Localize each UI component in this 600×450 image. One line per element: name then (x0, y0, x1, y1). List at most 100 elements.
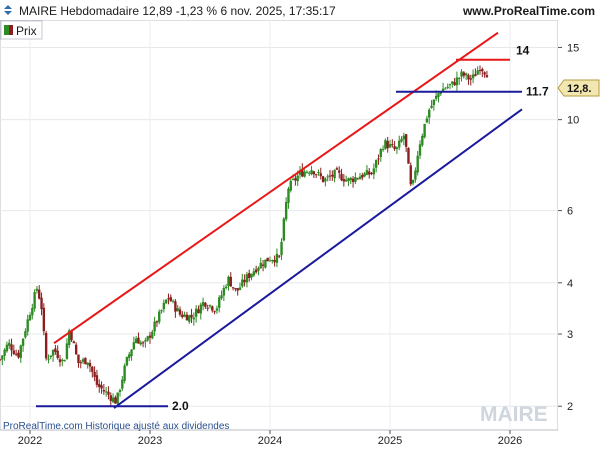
candle-body (451, 81, 454, 84)
candle-body (324, 178, 327, 182)
level-label: 2.0 (172, 399, 189, 413)
candle-body (218, 297, 221, 308)
candle-body (478, 70, 482, 72)
candle-body (301, 169, 304, 177)
candle-body (271, 260, 274, 262)
candlestick-icon (4, 25, 13, 35)
candle-body (139, 342, 142, 345)
candle-body (273, 259, 276, 263)
candle-body (24, 331, 27, 338)
candle-body (453, 82, 456, 86)
candle-body (158, 311, 161, 323)
candle-body (118, 390, 122, 392)
candle-body (344, 179, 348, 182)
candle-body (151, 331, 154, 339)
candle-body (312, 171, 316, 175)
candle-body (47, 358, 50, 360)
candle-body (331, 174, 334, 177)
candle-body (123, 365, 126, 381)
candle-body (134, 338, 138, 344)
candle-body (162, 302, 166, 310)
x-tick-label: 2025 (378, 435, 402, 447)
candle-body (146, 336, 149, 341)
candle-body (395, 147, 399, 150)
candle-body (248, 273, 251, 278)
candle-body (310, 170, 313, 175)
x-axis: 2022 2023 2024 2025 2026 (18, 430, 522, 447)
candle-body (444, 88, 447, 90)
legend-label: Prix (16, 24, 37, 38)
candle-body (231, 287, 235, 289)
channel-line-lower (113, 108, 523, 409)
candle-body (206, 307, 209, 309)
brand-link[interactable]: www.ProRealTime.com (462, 4, 595, 18)
overlays: 14 11.7 2.0 (36, 31, 549, 413)
candle-body (234, 288, 237, 290)
candle-body (398, 140, 401, 148)
candle-body (298, 170, 302, 175)
candle-body (282, 218, 286, 241)
candle-body (351, 178, 355, 182)
candle-body (236, 288, 239, 291)
candle-body (266, 257, 269, 262)
candle-body (70, 330, 73, 341)
y-tick-label: 4 (567, 278, 573, 290)
candle-body (141, 342, 145, 344)
candle-body (356, 178, 359, 180)
collapse-chevron-icon[interactable] (4, 5, 12, 15)
candle-body (199, 304, 202, 314)
candle-body (54, 348, 57, 352)
candle-body (176, 308, 179, 312)
candle-body (241, 279, 244, 287)
candle-body (483, 72, 486, 75)
candle-body (338, 170, 341, 173)
candle-body (462, 72, 466, 76)
candle-body (381, 149, 385, 151)
candle-body (379, 149, 382, 158)
candle-body (335, 168, 339, 170)
candle-body (229, 276, 232, 287)
candle-body (321, 176, 325, 182)
candle-body (144, 340, 147, 342)
candle-body (79, 362, 82, 364)
candle-body (93, 371, 96, 377)
candle-body (264, 259, 267, 268)
candle-body (402, 135, 406, 140)
candle-body (51, 349, 55, 356)
candle-body (485, 75, 489, 78)
candle-body (128, 354, 131, 358)
candle-body (130, 349, 133, 357)
candle-body (284, 202, 288, 220)
candle-body (411, 180, 415, 184)
candle-body (261, 264, 265, 266)
level-label: 14 (516, 44, 530, 58)
candle-body (268, 260, 272, 262)
candle-body (215, 308, 219, 311)
candle-body (31, 307, 34, 316)
candle-body (370, 173, 373, 175)
candle-body (243, 279, 246, 283)
candle-body (188, 315, 191, 322)
candle-body (414, 170, 417, 180)
candle-body (458, 77, 461, 80)
candle-body (12, 350, 16, 354)
y-tick-label: 6 (567, 206, 573, 218)
candle-body (35, 288, 39, 291)
candle-body (441, 88, 445, 92)
candle-body (88, 363, 92, 367)
candle-body (91, 366, 94, 372)
candle-body (174, 301, 177, 312)
candle-body (455, 77, 459, 86)
candle-body (245, 274, 249, 283)
candle-body (1, 355, 4, 360)
legend-prix[interactable]: Prix (0, 20, 43, 40)
candle-body (178, 309, 182, 315)
candle-body (464, 73, 468, 76)
candle-body (365, 170, 369, 175)
candle-body (84, 357, 87, 365)
candle-body (349, 177, 352, 181)
x-tick-label: 2024 (258, 435, 282, 447)
candle-body (74, 344, 78, 355)
candle-body (294, 178, 297, 181)
candle-body (109, 395, 112, 401)
